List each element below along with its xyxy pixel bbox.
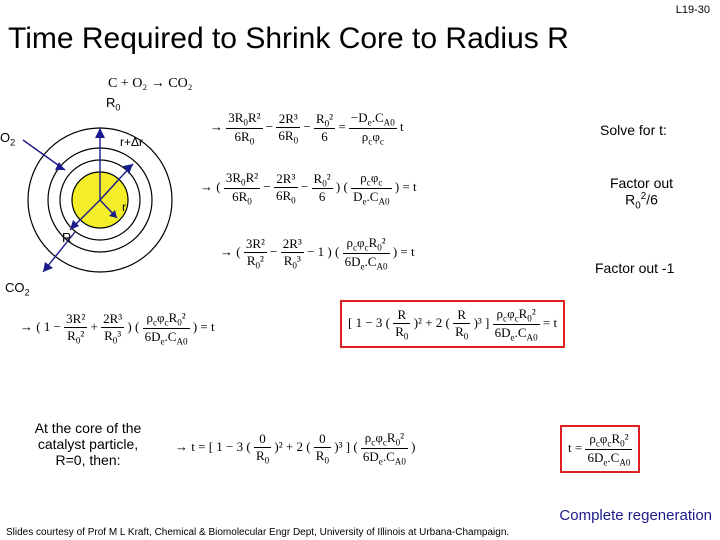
eq7: t = ρcφcR0²6De.CA0 xyxy=(560,425,640,473)
reaction-eq: C + O₂ → CO₂ xyxy=(108,76,193,92)
factor-minus1: Factor out -1 xyxy=(595,260,674,276)
label-O2: O2 xyxy=(0,130,15,148)
eq1: → 3R0R²6R0 − 2R³6R0 − R0²6 = −De.CA0ρcφc… xyxy=(210,110,404,146)
eq5: [ 1 − 3 ( RR0 )² + 2 ( RR0 )³ ] ρcφcR0²6… xyxy=(340,300,565,348)
factor-R02: Factor out R02/6 xyxy=(610,175,673,211)
complete-regeneration: Complete regeneration xyxy=(559,507,712,524)
page-number: L19-30 xyxy=(676,4,710,16)
eq6: → t = [ 1 − 3 ( 0R0 )² + 2 ( 0R0 )³ ] ( … xyxy=(175,430,415,466)
label-core-r: r xyxy=(122,200,126,214)
label-R: R xyxy=(62,230,71,245)
eq4: → ( 1 − 3R²R0² + 2R³R0³ ) ( ρcφcR0²6De.C… xyxy=(20,310,215,346)
eq3: → ( 3R²R0² − 2R³R0³ − 1 ) ( ρcφcR0²6De.C… xyxy=(220,235,415,271)
page-title: Time Required to Shrink Core to Radius R xyxy=(8,22,712,56)
label-R0: R0 xyxy=(106,95,120,113)
core-text: At the core of the catalyst particle, R=… xyxy=(18,420,158,468)
solve-for-t: Solve for t: xyxy=(600,122,667,138)
label-r-dr: r+Δr xyxy=(120,135,143,149)
footer-credit: Slides courtesy of Prof M L Kraft, Chemi… xyxy=(6,527,714,538)
eq2: → ( 3R0R²6R0 − 2R³6R0 − R0²6 ) ( ρcφcDe.… xyxy=(200,170,417,206)
shrinking-core-diagram xyxy=(5,100,195,300)
label-CO2: CO2 xyxy=(5,280,30,298)
